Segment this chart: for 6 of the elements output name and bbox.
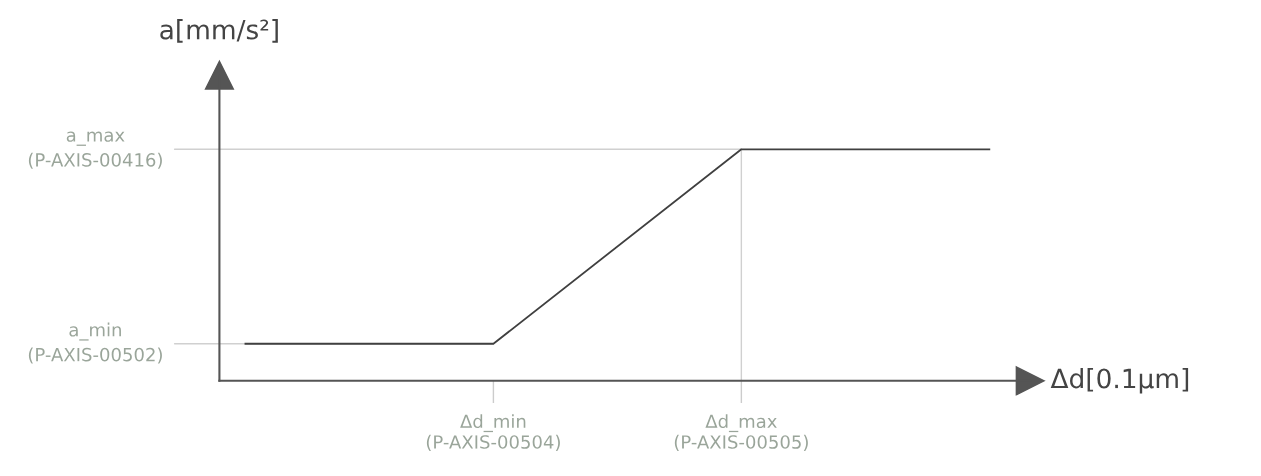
annotation: a_min (P-AXIS-00502) xyxy=(28,322,162,364)
annotation: a_max (P-AXIS-00416) xyxy=(28,131,162,169)
x-tick-label: Δd_min (P-AXIS-00504) xyxy=(426,414,560,451)
y-axis-title: a[mm/s²] xyxy=(160,19,278,43)
x-axis-title: Δd[0.1μm] xyxy=(1050,368,1189,394)
x-tick-label: Δd_max (P-AXIS-00505) xyxy=(674,414,808,451)
